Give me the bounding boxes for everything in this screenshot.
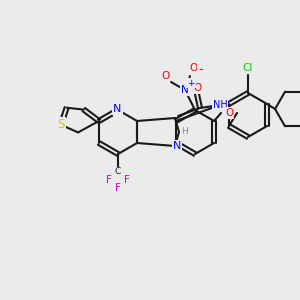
Text: H: H: [182, 128, 188, 136]
Text: O: O: [225, 108, 233, 118]
Text: N: N: [181, 85, 189, 95]
Text: N: N: [173, 141, 181, 151]
Text: S: S: [57, 118, 64, 131]
Text: O: O: [193, 83, 201, 93]
Text: O: O: [189, 63, 197, 73]
Text: F: F: [124, 175, 130, 185]
Text: Cl: Cl: [243, 63, 253, 73]
Text: N: N: [114, 105, 122, 115]
Text: NH: NH: [213, 100, 227, 110]
Text: -: -: [199, 64, 203, 76]
Text: C: C: [115, 167, 121, 176]
Text: +: +: [187, 79, 195, 88]
Text: N: N: [113, 104, 121, 114]
Text: O: O: [161, 71, 169, 81]
Text: F: F: [106, 175, 112, 185]
Text: F: F: [115, 183, 121, 193]
